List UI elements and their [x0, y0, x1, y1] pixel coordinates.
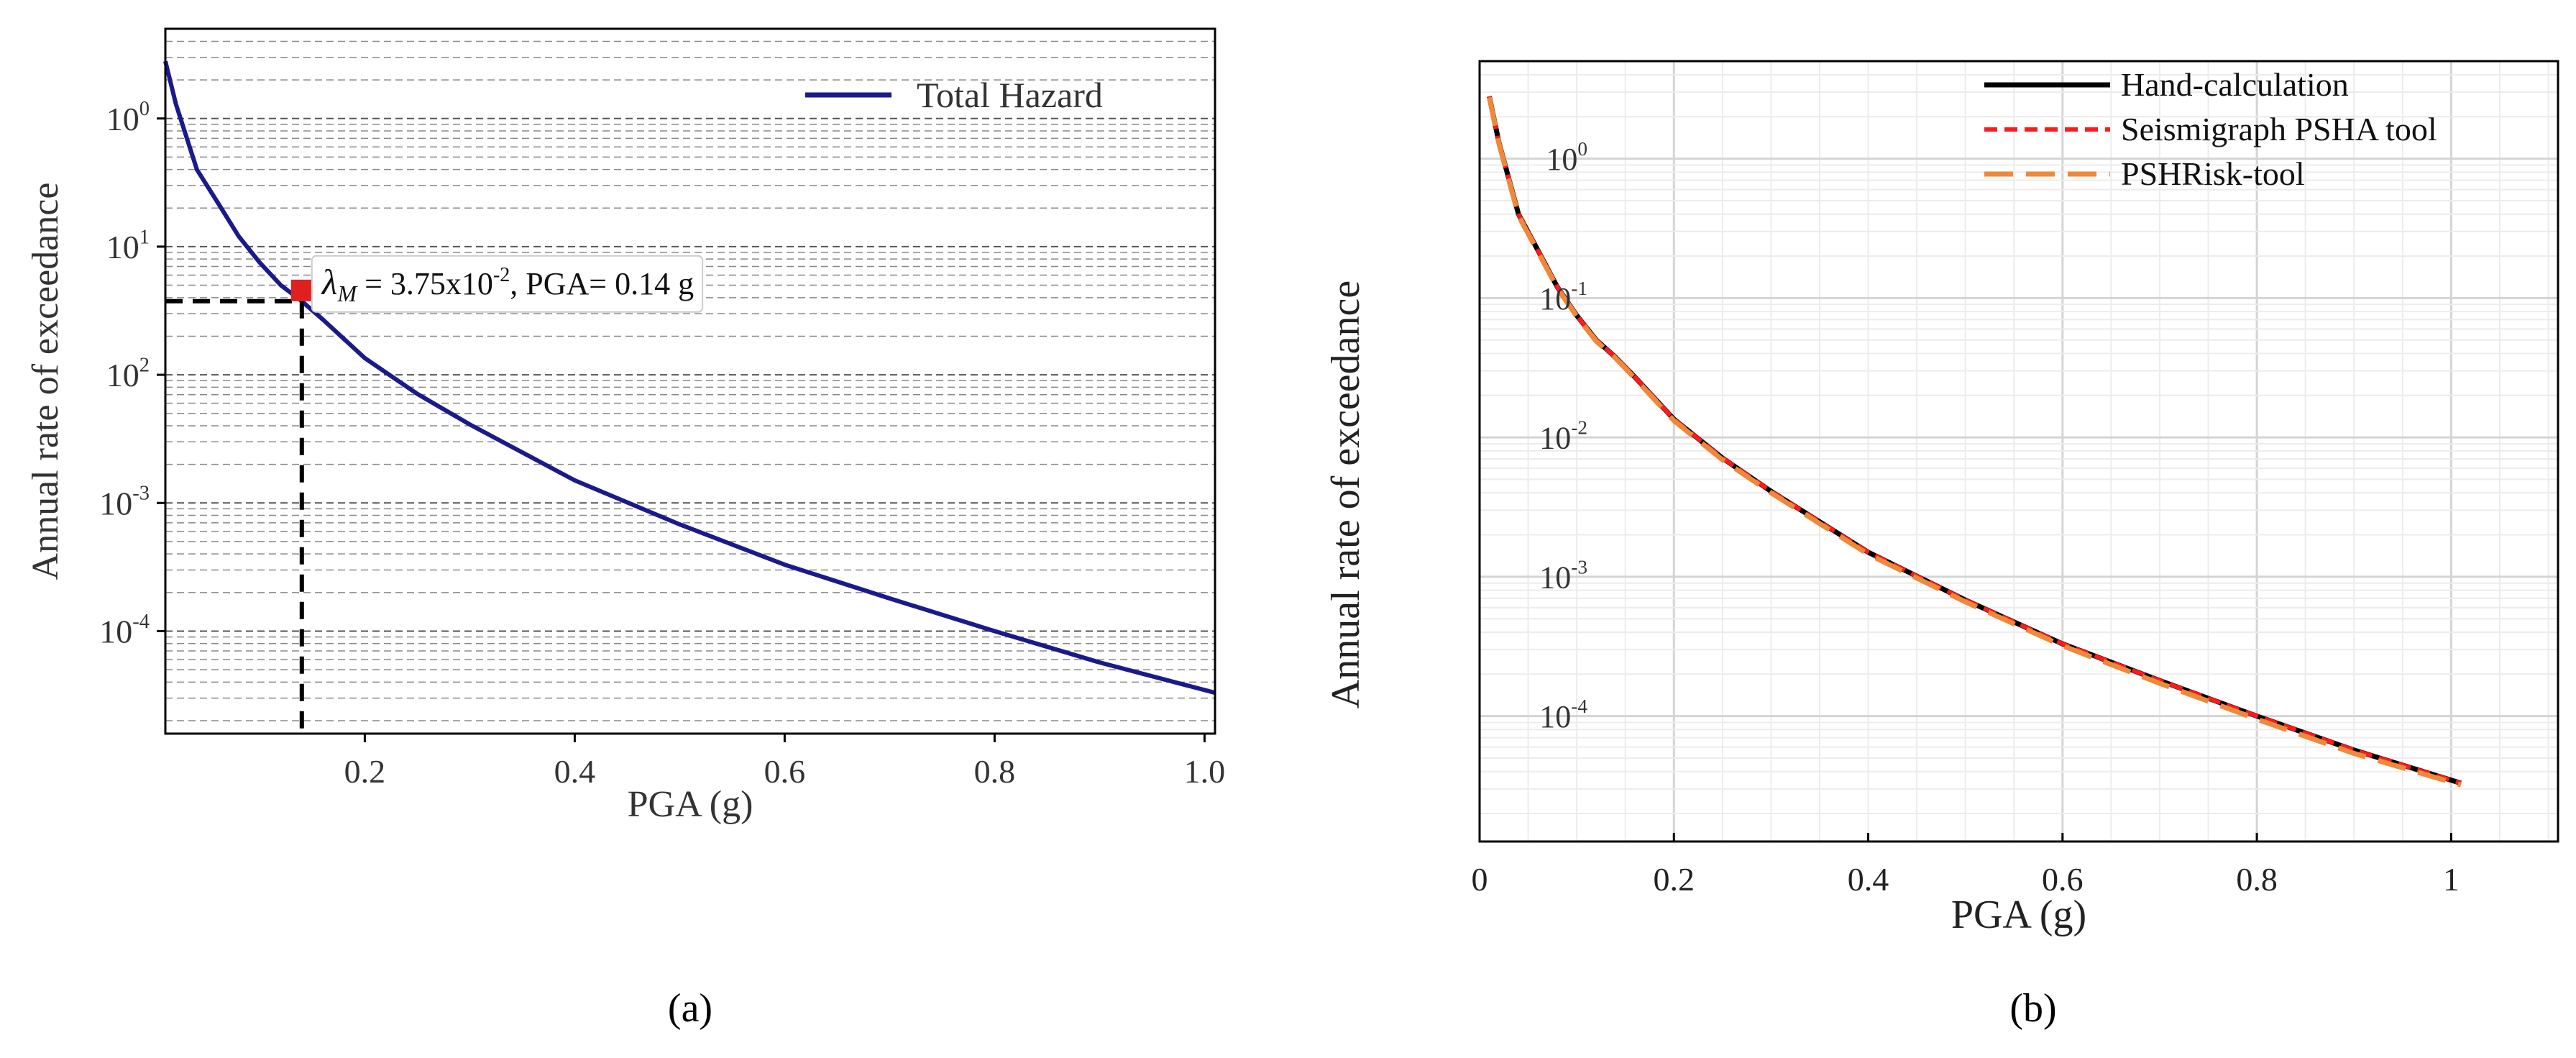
panel-b-y-tick-label-exponent: 0: [1577, 138, 1587, 160]
panel-a-x-tick-label: 0.2: [344, 753, 386, 790]
panel-b-legend-label-0: Hand-calculation: [2121, 66, 2349, 103]
panel-a-y-tick-label-exponent: -3: [132, 483, 150, 505]
panel-b-y-tick-label: 10-2: [1539, 417, 1587, 456]
panel-b-y-tick-label: 10-4: [1539, 696, 1587, 734]
panel-b-y-tick-label-base: 10: [1539, 421, 1571, 456]
panel-a-y-tick-label-base: 10: [106, 229, 139, 265]
panel-b-y-tick-label-exponent: -3: [1571, 556, 1587, 578]
panel-a-grid: [165, 28, 1215, 721]
panel-b-y-tick-label-exponent: -4: [1571, 696, 1587, 717]
panel-a-y-tick-label-exponent: 1: [139, 226, 150, 248]
panel-a-x-tick-label: 1.0: [1184, 753, 1226, 790]
panel-a-y-tick-label: 100: [106, 98, 150, 137]
panel-b-legend-label-1: Seismigraph PSHA tool: [2121, 111, 2437, 147]
panel-a-annotation: λM = 3.75x10-2, PGA= 0.14 g: [165, 255, 704, 734]
panel-a-y-tick-label: 102: [106, 354, 150, 393]
panel-b-series-line-1: [1487, 96, 2462, 785]
panel-b-x-tick-label: 0.2: [1654, 861, 1695, 898]
panel-a-annotation-exponent: -2: [493, 264, 510, 286]
panel-a-y-tick-label: 10-3: [99, 483, 150, 522]
panel-a-x-tick-label: 0.4: [554, 753, 596, 790]
panel-a-annotation-lambda: λ: [321, 262, 338, 302]
panel-a-legend: Total Hazard: [805, 75, 1103, 115]
panel-a-y-tick-label-exponent: 2: [139, 354, 150, 376]
panel-b-y-axis-label: Annual rate of exceedance: [1324, 281, 1368, 708]
panel-b-series: [1487, 96, 2462, 788]
panel-a-x-tick-label: 0.6: [764, 753, 806, 790]
panel-b-y-tick-label-base: 10: [1539, 699, 1571, 734]
panel-b-x-axis-label: PGA (g): [1951, 893, 2086, 937]
panel-b-label: (b): [2009, 986, 2056, 1031]
panel-b-plot-frame: [1478, 60, 2559, 843]
panel-b-legend: Hand-calculation Seismigraph PSHA tool PSH…: [1984, 66, 2437, 192]
panel-b-x-tick-label: 0.8: [2236, 861, 2278, 898]
panel-a-y-tick-label-base: 10: [106, 101, 139, 137]
panel-b-y-tick-label-base: 10: [1539, 560, 1571, 595]
panel-b-y-tick-label: 100: [1546, 138, 1587, 177]
panel-b-x-ticks: 0 0.2 0.4 0.6 0.8 1: [1472, 833, 2460, 898]
panel-a-x-ticks: 0.2 0.4 0.6 0.8 1.0: [344, 734, 1226, 790]
panel-a-legend-label: Total Hazard: [917, 75, 1103, 115]
panel-a-plot-frame: [164, 27, 1216, 735]
panel-b-x-tick-label: 1: [2443, 861, 2460, 898]
panel-a-label: (a): [668, 986, 712, 1031]
panel-a-x-tick-label: 0.8: [974, 753, 1016, 790]
panel-b-y-tick-label: 10-3: [1539, 556, 1587, 595]
panel-a-y-tick-label-base: 10: [99, 485, 132, 521]
panel-b-legend-label-2: PSHRisk-tool: [2121, 155, 2305, 192]
panel-b-y-tick-label-base: 10: [1539, 281, 1571, 316]
panel-a-design-point-marker: [290, 279, 313, 301]
panel-b-y-tick-label-exponent: -2: [1571, 417, 1587, 439]
panel-b-x-tick-label: 0.6: [2042, 861, 2084, 898]
panel-a-series: [163, 60, 1216, 696]
panel-b-y-tick-label-exponent: -1: [1571, 278, 1587, 299]
panel-a-y-tick-label-exponent: 0: [139, 98, 150, 120]
panel-a-annotation-box: [311, 255, 704, 313]
panel-a-y-tick-label: 10-4: [99, 611, 150, 650]
panel-a-y-axis-label: Annual rate of exceedance: [25, 183, 66, 580]
panel-b-series-line-2: [1487, 96, 2462, 788]
panel-a-annotation-equation: = 3.75x10: [357, 266, 493, 301]
panel-a-y-tick-label-base: 10: [99, 614, 132, 650]
panel-b-y-tick-label: 10-1: [1539, 278, 1587, 316]
panel-b-x-tick-label: 0: [1472, 861, 1488, 898]
panel-a-annotation-suffix: , PGA= 0.14 g: [510, 266, 694, 301]
panel-b-grid: [1478, 60, 2558, 842]
panel-a-x-axis-label: PGA (g): [628, 784, 753, 825]
panel-a-series-line-0: [163, 60, 1216, 696]
panel-a-y-tick-label: 101: [106, 226, 150, 265]
panel-b-y-tick-label-base: 10: [1546, 142, 1577, 177]
panel-b-x-tick-label: 0.4: [1848, 861, 1889, 898]
panel-a-y-tick-label-exponent: -4: [132, 611, 150, 633]
panel-a-annotation-text: λM = 3.75x10-2, PGA= 0.14 g: [321, 262, 694, 306]
panel-a-annotation-lambda-subscript: M: [336, 281, 358, 306]
panel-a-y-tick-label-base: 10: [106, 357, 139, 393]
panel-a-hazard-curve: λM = 3.75x10-2, PGA= 0.14 g 0.2 0.4 0.6 0.8…: [25, 27, 1226, 1031]
